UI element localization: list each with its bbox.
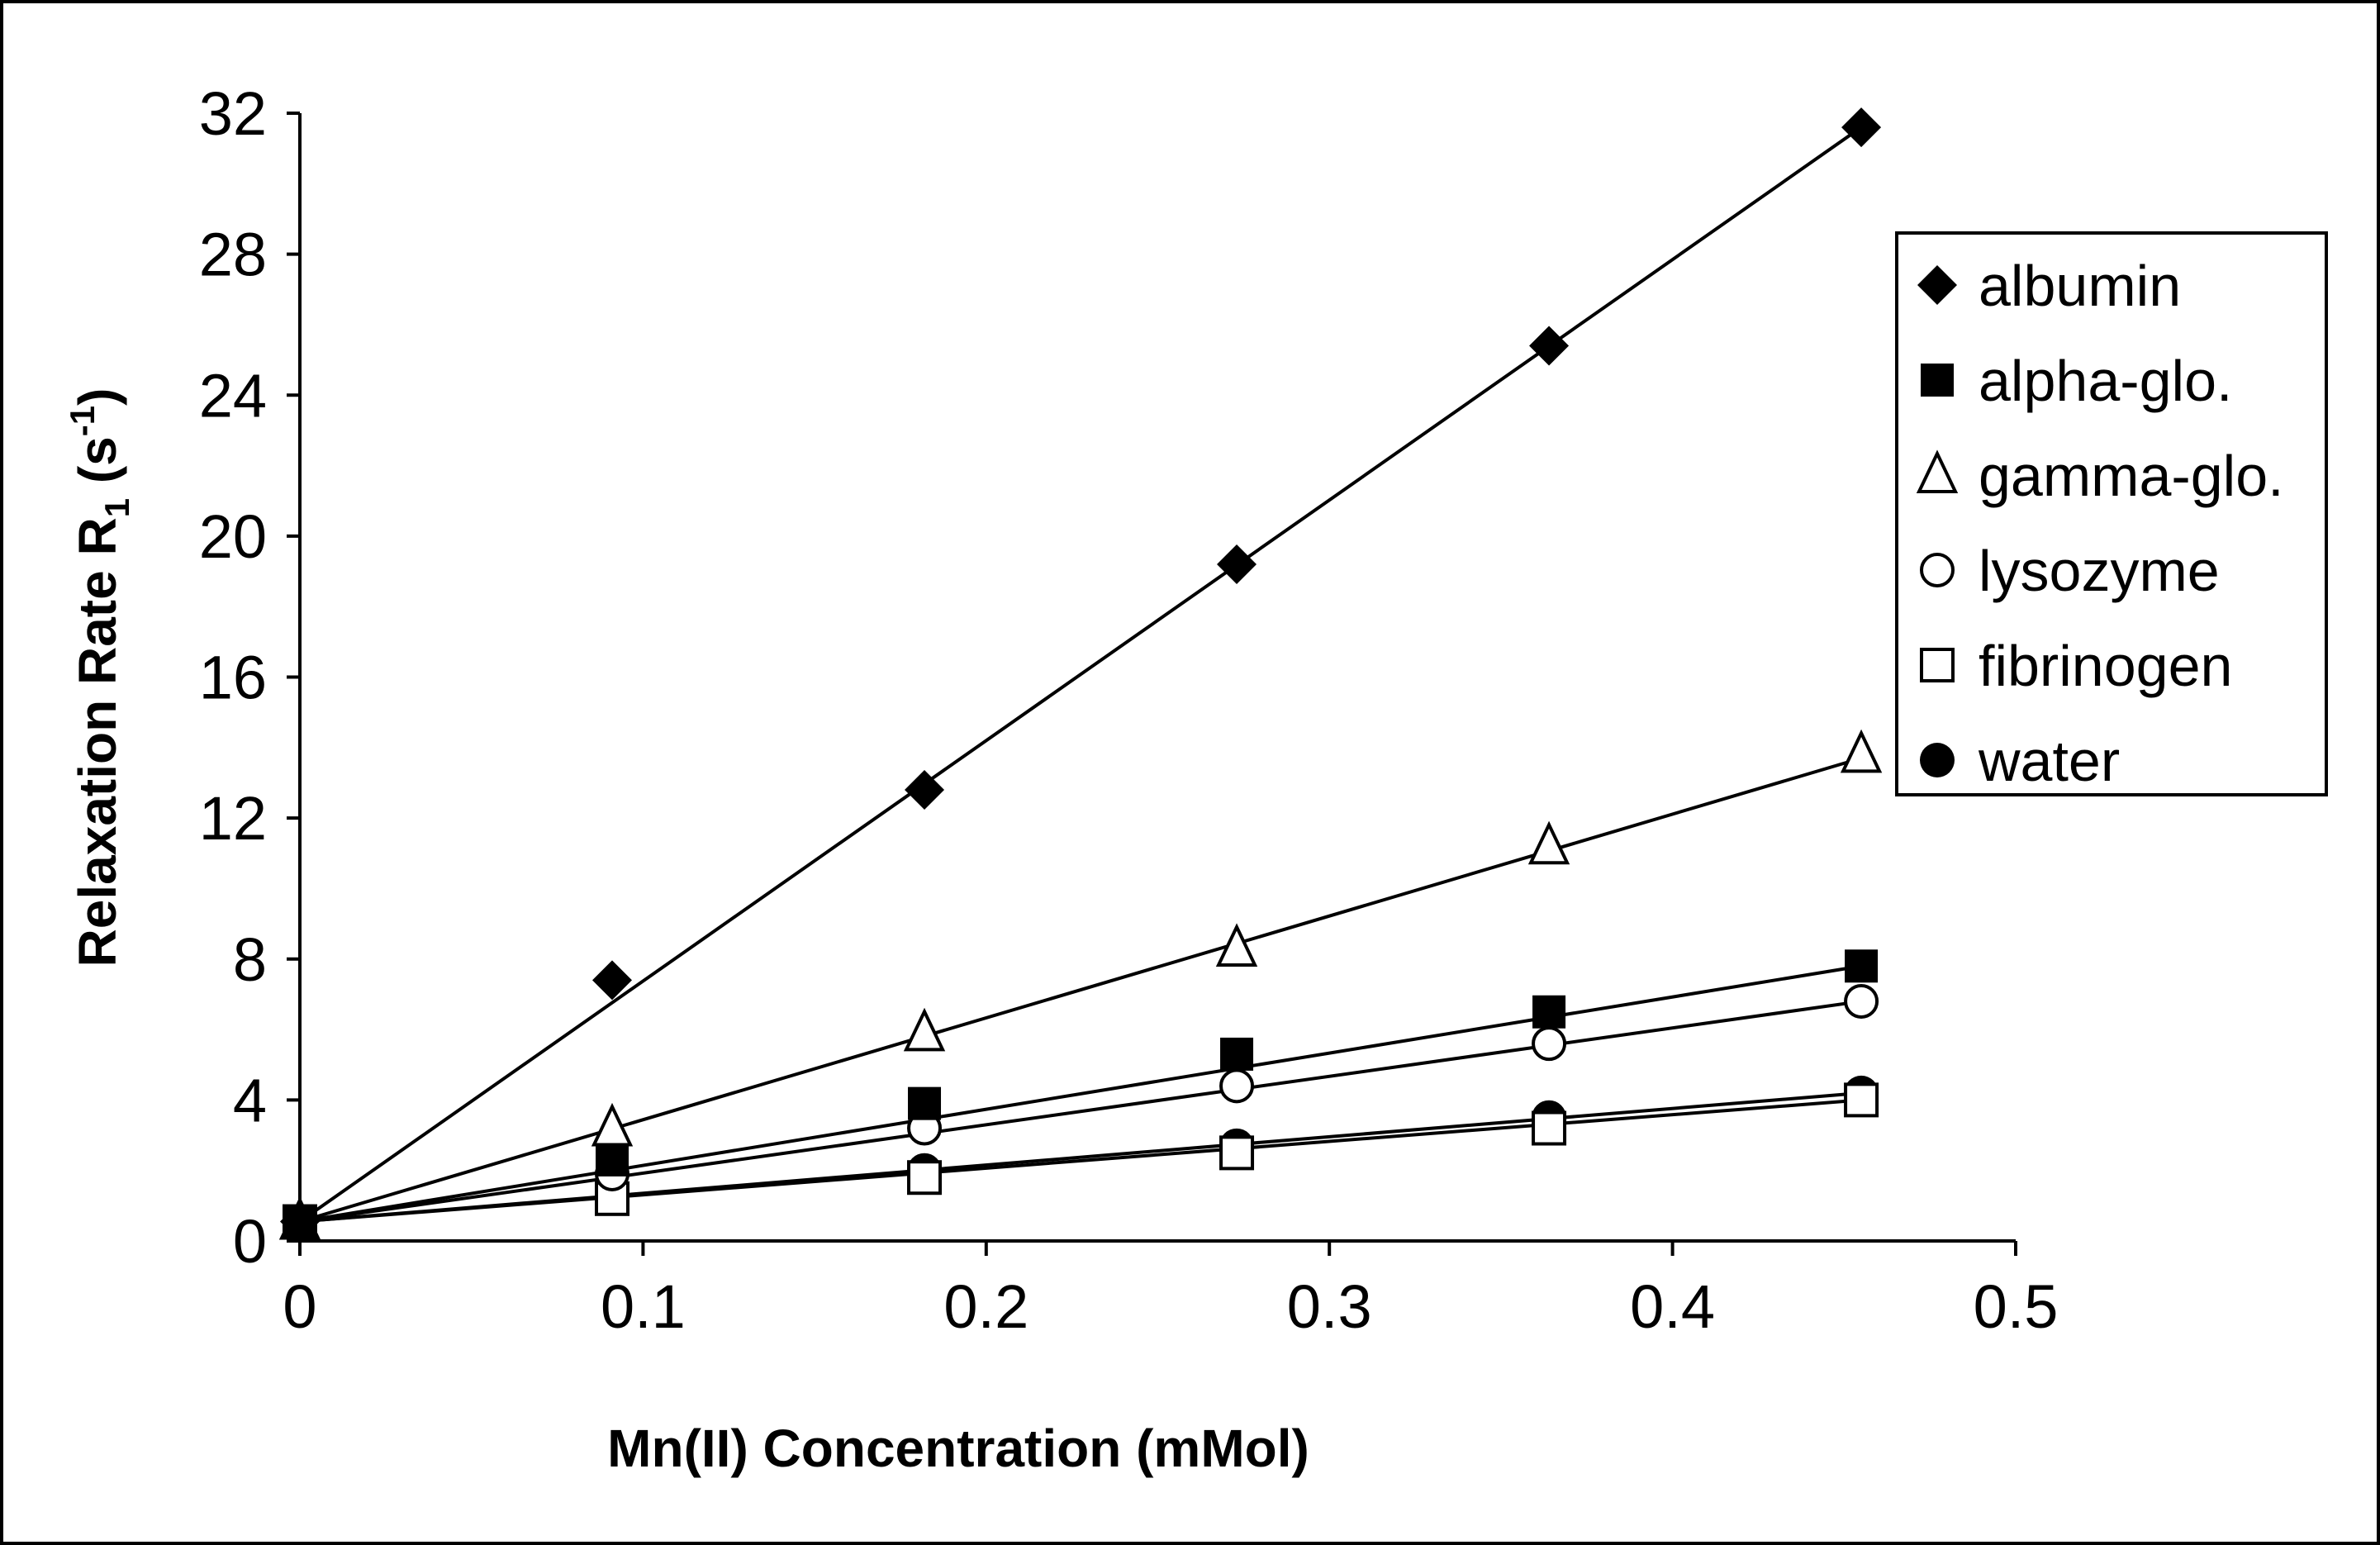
legend-marker-lysozyme: [1920, 553, 1955, 587]
x-tick-label: 0.1: [601, 1272, 686, 1341]
y-axis-title-unit-open: (s: [68, 436, 127, 498]
y-tick-label: 16: [199, 644, 267, 712]
data-markers: [278, 107, 1883, 1242]
y-axis-title-superscript: -1: [63, 406, 102, 436]
fit-line-albumin: [298, 126, 1863, 1224]
axes: [298, 113, 2016, 1243]
y-tick-label: 20: [199, 502, 267, 571]
data-point-gammaglo: [1527, 820, 1570, 865]
data-point-fibrinogen: [1532, 1110, 1567, 1146]
fit-line-alphaglo: [299, 964, 1862, 1224]
y-axis-title-subscript: 1: [97, 498, 136, 517]
legend-label-gammaglo: gamma-glo.: [1979, 444, 2284, 508]
data-point-lysozyme: [1219, 1068, 1255, 1104]
y-tick-label: 8: [233, 925, 267, 994]
data-point-lysozyme: [1844, 983, 1879, 1019]
data-point-alphaglo: [1220, 1037, 1254, 1071]
y-tick-label: 28: [199, 221, 267, 289]
data-point-gammaglo: [903, 1007, 946, 1052]
data-point-fibrinogen: [907, 1160, 943, 1196]
x-tick-label: 0.4: [1630, 1272, 1715, 1341]
data-point-albumin: [592, 960, 633, 1001]
x-tick-label: 0.5: [1974, 1272, 2059, 1341]
x-tick-label: 0.3: [1287, 1272, 1372, 1341]
fit-line-water: [299, 1091, 1862, 1224]
y-tick-label: 0: [233, 1207, 267, 1276]
x-tick-label: 0.2: [943, 1272, 1028, 1341]
fit-line-gammaglo: [299, 756, 1862, 1224]
data-point-alphaglo: [1532, 995, 1566, 1029]
data-point-lysozyme: [1532, 1026, 1567, 1062]
data-point-alphaglo: [1845, 949, 1879, 983]
y-ticks: 0 4 8 12 16 20 24 28 32: [199, 79, 300, 1276]
legend-label-fibrinogen: fibrinogen: [1979, 634, 2232, 698]
data-point-gammaglo: [1840, 729, 1883, 773]
data-point-gammaglo: [1215, 923, 1258, 967]
y-tick-label: 24: [199, 361, 267, 430]
fit-line-lysozyme: [299, 999, 1862, 1224]
legend-marker-water: [1920, 743, 1955, 777]
y-axis-title-main: Relaxation Rate R: [68, 517, 127, 967]
legend-label-albumin: albumin: [1979, 254, 2181, 318]
legend-marker-fibrinogen: [1920, 648, 1955, 682]
data-point-albumin: [1217, 544, 1257, 584]
y-tick-label: 4: [233, 1066, 267, 1134]
y-axis-title-unit-close: ): [68, 388, 127, 406]
data-point-albumin: [1529, 326, 1570, 366]
x-axis-title: Mn(II) Concentration (mMol): [607, 1419, 1309, 1478]
fit-lines: [298, 126, 1863, 1224]
legend-items: albumin alpha-glo. gamma-glo. lysozyme fibri…: [1916, 254, 2284, 793]
y-tick-label: 32: [199, 79, 267, 148]
x-ticks: 0 0.1 0.2 0.3 0.4 0.5: [283, 1241, 2058, 1341]
legend-marker-gammaglo: [1916, 449, 1959, 493]
legend-label-water: water: [1978, 729, 2120, 793]
data-point-fibrinogen: [1844, 1082, 1879, 1118]
legend-marker-alphaglo: [1921, 364, 1954, 397]
legend-label-alphaglo: alpha-glo.: [1979, 349, 2232, 413]
data-point-fibrinogen: [1219, 1135, 1255, 1171]
legend: albumin alpha-glo. gamma-glo. lysozyme fibri…: [1895, 231, 2328, 796]
data-point-albumin: [280, 1201, 320, 1242]
y-tick-label: 12: [199, 784, 267, 853]
x-tick-label: 0: [283, 1272, 316, 1341]
data-point-albumin: [1841, 107, 1882, 148]
data-point-alphaglo: [596, 1143, 629, 1177]
data-point-alphaglo: [908, 1086, 942, 1120]
legend-box: [1895, 231, 2328, 796]
y-axis-title: Relaxation Rate R1 (s-1): [63, 388, 136, 967]
data-point-albumin: [905, 770, 945, 810]
legend-label-lysozyme: lysozyme: [1979, 539, 2220, 603]
legend-marker-albumin: [1917, 265, 1957, 305]
